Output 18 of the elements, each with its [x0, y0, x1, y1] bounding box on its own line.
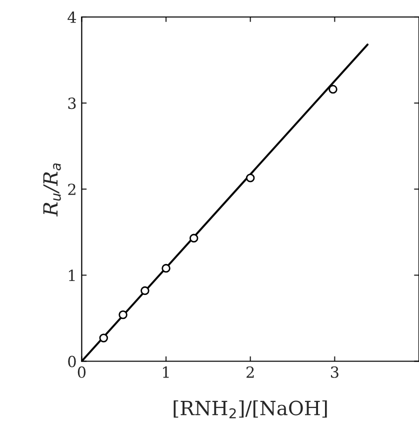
- y-tick-label: 4: [68, 11, 76, 23]
- point: [328, 84, 338, 94]
- point: [99, 334, 108, 342]
- x-axis-title: [RNH$_{2}$]/[NaOH]: [174, 400, 327, 418]
- point: [189, 234, 198, 243]
- x-tick-label: 0: [78, 366, 86, 378]
- x-tick-label: 3: [330, 366, 338, 378]
- point: [162, 264, 170, 273]
- point: [246, 174, 255, 182]
- y-tick-label: 3: [68, 98, 76, 110]
- y-axis-title: R$_{u}$/R$_{a}$: [43, 163, 61, 217]
- point: [118, 310, 128, 320]
- x-tick-label: 1: [163, 366, 169, 378]
- y-tick-label: 2: [68, 184, 76, 195]
- y-tick-label: 1: [68, 270, 75, 281]
- y-tick-label: 0: [68, 356, 76, 368]
- point: [140, 286, 150, 296]
- x-tick-label: 2: [246, 366, 254, 378]
